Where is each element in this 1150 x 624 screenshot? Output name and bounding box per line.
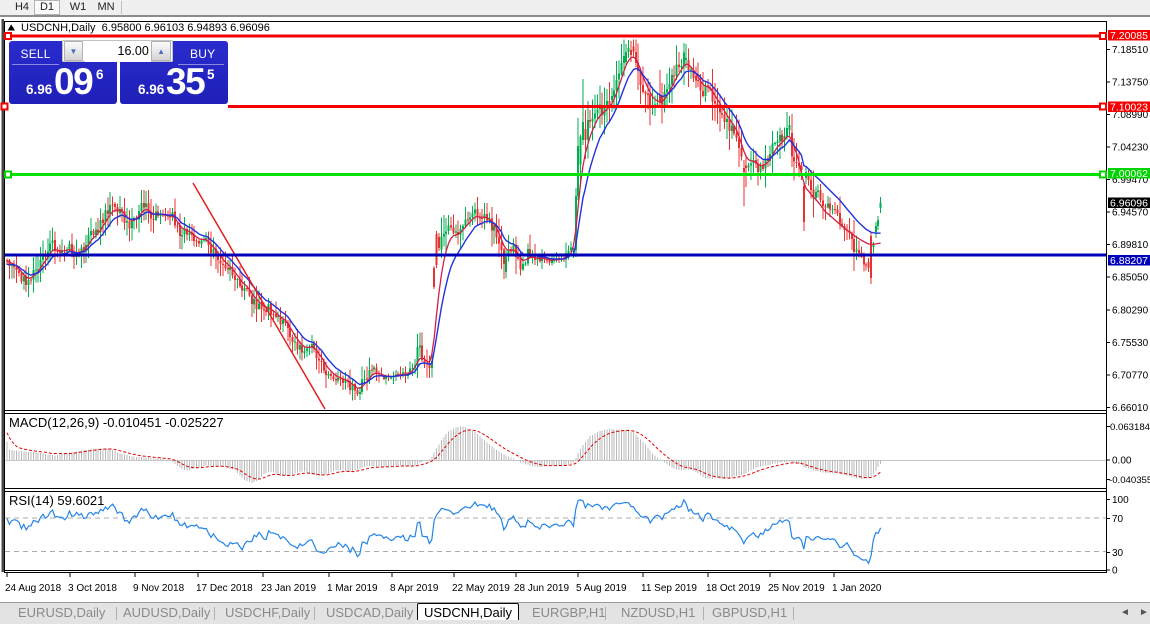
svg-text:USDCNH,Daily 6.95800 6.96103: USDCNH,Daily 6.95800 6.96103 6.94893 6.9… — [21, 22, 270, 34]
svg-text:23 Jan 2019: 23 Jan 2019 — [261, 583, 316, 594]
svg-text:6.75530: 6.75530 — [1112, 338, 1149, 349]
svg-text:RSI(14) 59.6021: RSI(14) 59.6021 — [9, 493, 104, 508]
svg-text:6.66010: 6.66010 — [1112, 403, 1149, 414]
svg-text:7.20085: 7.20085 — [1110, 30, 1148, 42]
svg-text:0.00: 0.00 — [1112, 455, 1132, 466]
svg-text:6.70770: 6.70770 — [1112, 370, 1149, 381]
svg-text:7.04230: 7.04230 — [1112, 143, 1149, 154]
svg-text:6.94570: 6.94570 — [1112, 208, 1149, 219]
svg-text:7.13750: 7.13750 — [1112, 77, 1149, 88]
svg-text:3 Oct 2018: 3 Oct 2018 — [68, 583, 117, 594]
svg-text:6.85050: 6.85050 — [1112, 273, 1149, 284]
svg-text:MACD(12,26,9) -0.010451 -0.025: MACD(12,26,9) -0.010451 -0.025227 — [9, 415, 224, 430]
svg-text:18 Oct 2019: 18 Oct 2019 — [706, 583, 761, 594]
svg-text:11 Sep 2019: 11 Sep 2019 — [641, 583, 697, 594]
svg-text:6.99470: 6.99470 — [1112, 175, 1149, 186]
svg-text:1 Mar 2019: 1 Mar 2019 — [327, 583, 378, 594]
svg-text:70: 70 — [1112, 514, 1124, 525]
svg-text:7.10023: 7.10023 — [1110, 102, 1148, 114]
svg-text:5 Aug 2019: 5 Aug 2019 — [576, 583, 627, 594]
svg-text:24 Aug 2018: 24 Aug 2018 — [5, 583, 62, 594]
svg-text:30: 30 — [1112, 548, 1124, 559]
svg-text:9 Nov 2018: 9 Nov 2018 — [133, 583, 185, 594]
svg-text:0: 0 — [1112, 566, 1118, 577]
svg-text:6.89810: 6.89810 — [1112, 240, 1149, 251]
svg-text:0.063184: 0.063184 — [1110, 422, 1150, 433]
svg-text:-0.040355: -0.040355 — [1109, 475, 1150, 486]
svg-text:6.96096: 6.96096 — [1110, 197, 1148, 209]
svg-text:8 Apr 2019: 8 Apr 2019 — [390, 583, 439, 594]
svg-text:6.80290: 6.80290 — [1112, 305, 1149, 316]
svg-text:7.00062: 7.00062 — [1110, 168, 1148, 180]
svg-text:28 Jun 2019: 28 Jun 2019 — [514, 583, 569, 594]
svg-text:7.08990: 7.08990 — [1112, 110, 1149, 121]
svg-text:17 Dec 2018: 17 Dec 2018 — [196, 583, 253, 594]
svg-text:100: 100 — [1112, 495, 1129, 506]
svg-text:22 May 2019: 22 May 2019 — [452, 583, 510, 594]
svg-text:1 Jan 2020: 1 Jan 2020 — [832, 583, 882, 594]
svg-text:25 Nov 2019: 25 Nov 2019 — [768, 583, 825, 594]
svg-text:7.18510: 7.18510 — [1112, 45, 1149, 56]
svg-text:6.88207: 6.88207 — [1110, 255, 1148, 267]
